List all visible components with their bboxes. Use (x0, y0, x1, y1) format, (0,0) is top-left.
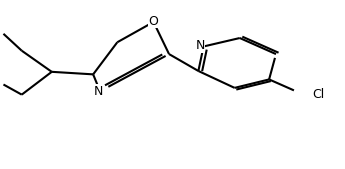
Text: N: N (93, 85, 103, 98)
Text: Cl: Cl (312, 88, 325, 101)
Text: N: N (195, 39, 205, 52)
Text: O: O (149, 15, 158, 28)
